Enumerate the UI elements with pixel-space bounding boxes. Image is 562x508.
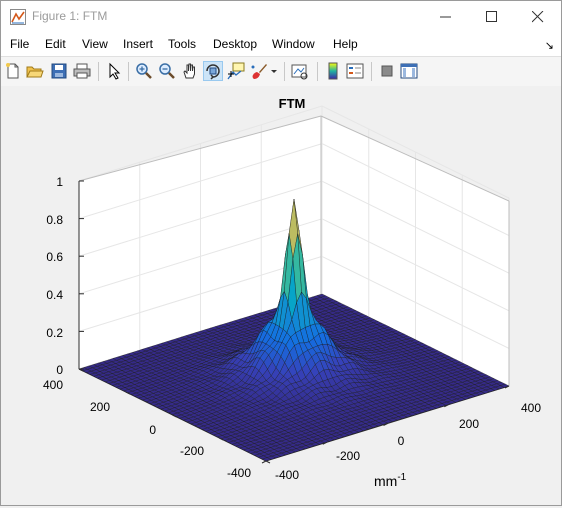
grid-line: [262, 461, 266, 463]
toolbar-separator: [98, 62, 99, 81]
print-icon[interactable]: [73, 62, 91, 80]
surface-plot[interactable]: FTM 1 0.8 0.6 0.4 0.2 0 400 200 0 -200 -…: [1, 86, 561, 505]
toolbar-separator: [317, 62, 318, 81]
menu-file[interactable]: File: [10, 37, 29, 51]
y-tick-label: 200: [90, 400, 110, 414]
z-tick-label: 0: [56, 363, 63, 377]
maximize-icon: [486, 11, 498, 23]
toolbar-separator: [128, 62, 129, 81]
y-tick-label: 400: [43, 378, 63, 392]
data-cursor-icon[interactable]: [227, 62, 245, 80]
x-tick-label: -400: [275, 468, 299, 482]
dock-arrow-icon[interactable]: ↘: [545, 39, 554, 52]
pan-hand-icon[interactable]: [181, 62, 199, 80]
y-tick-label: 0: [149, 423, 156, 437]
maximize-button[interactable]: [469, 1, 515, 32]
z-tick-label: 1: [56, 175, 63, 189]
figure-toolbar: [1, 56, 561, 87]
z-tick-label: 0.2: [46, 326, 63, 340]
brush-dropdown-icon[interactable]: [269, 62, 279, 80]
edit-plot-icon[interactable]: [105, 62, 123, 80]
save-icon[interactable]: [50, 62, 68, 80]
x-tick-label: 200: [459, 417, 479, 431]
hide-plot-tools-icon[interactable]: [378, 62, 396, 80]
x-tick-label: 400: [521, 401, 541, 415]
matlab-figure-icon: [10, 9, 26, 25]
close-icon: [532, 11, 544, 23]
menu-edit[interactable]: Edit: [45, 37, 66, 51]
z-tick-label: 0.4: [46, 288, 63, 302]
toolbar-separator: [284, 62, 285, 81]
x-tick-label: -200: [336, 449, 360, 463]
z-tick-label: 0.6: [46, 250, 63, 264]
open-file-icon[interactable]: [26, 62, 44, 80]
menu-bar: File Edit View Insert Tools Desktop Wind…: [1, 32, 561, 56]
toolbar-separator: [371, 62, 372, 81]
legend-icon[interactable]: [346, 62, 364, 80]
menu-view[interactable]: View: [82, 37, 108, 51]
brush-icon[interactable]: [250, 62, 268, 80]
menu-help[interactable]: Help: [333, 37, 358, 51]
menu-insert[interactable]: Insert: [123, 37, 153, 51]
x-tick-label: 0: [398, 434, 405, 448]
plot-title: FTM: [279, 96, 306, 111]
zoom-out-icon[interactable]: [158, 62, 176, 80]
menu-window[interactable]: Window: [272, 37, 315, 51]
menu-desktop[interactable]: Desktop: [213, 37, 257, 51]
colorbar-icon[interactable]: [324, 62, 342, 80]
minimize-button[interactable]: [423, 1, 469, 32]
rotate-3d-icon[interactable]: [204, 62, 222, 80]
minimize-icon: [440, 11, 452, 23]
title-bar: Figure 1: FTM: [1, 1, 561, 32]
menu-tools[interactable]: Tools: [168, 37, 196, 51]
y-tick-label: -400: [227, 466, 251, 480]
grid-line: [266, 461, 270, 463]
y-tick-label: -200: [180, 444, 204, 458]
close-button[interactable]: [515, 1, 561, 32]
axis-unit-label: mm-1: [374, 472, 407, 489]
zoom-in-icon[interactable]: [135, 62, 153, 80]
new-figure-icon[interactable]: [4, 62, 22, 80]
figure-canvas: FTM 1 0.8 0.6 0.4 0.2 0 400 200 0 -200 -…: [1, 86, 561, 505]
link-plot-icon[interactable]: [291, 62, 309, 80]
z-tick-label: 0.8: [46, 213, 63, 227]
show-plot-tools-icon[interactable]: [400, 62, 418, 80]
window-title: Figure 1: FTM: [32, 9, 107, 23]
